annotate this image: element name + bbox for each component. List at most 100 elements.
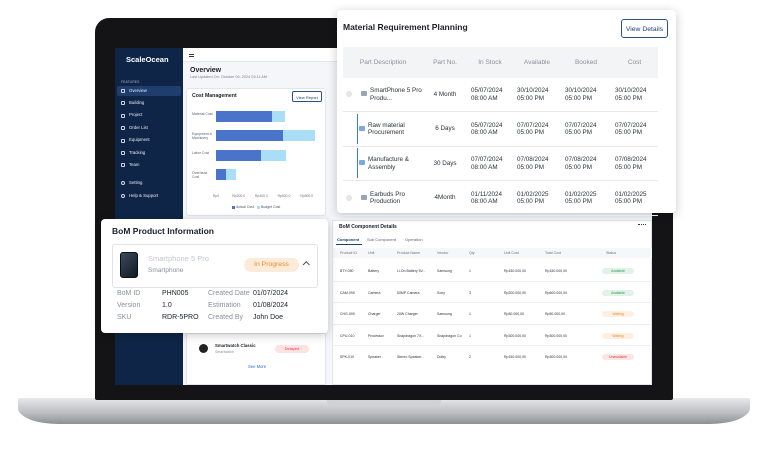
table-header: Part No. xyxy=(433,59,457,66)
x-tick-label: Rp200.0 xyxy=(232,194,246,198)
row-divider xyxy=(343,214,658,216)
more-icon[interactable] xyxy=(638,224,646,228)
table-header: Total Cost xyxy=(545,251,561,255)
table-cell: 07/07/2024 08:00 AM xyxy=(471,156,503,171)
table-cell: 07/08/2024 05:00 PM xyxy=(517,156,549,171)
table-cell: CHG-090 xyxy=(340,312,355,316)
part-description: Manufacture & Assembly xyxy=(368,156,409,171)
file-icon xyxy=(359,125,365,131)
table-cell: Rp150.000,00 xyxy=(545,269,567,273)
sidebar-item[interactable]: Tracking xyxy=(129,149,146,155)
row-divider xyxy=(333,323,652,324)
field-label: Estimation xyxy=(208,302,241,309)
sidebar-item[interactable]: Order List xyxy=(129,124,148,130)
sidebar-item[interactable]: Setting xyxy=(129,179,143,185)
bar xyxy=(216,169,237,180)
row-divider xyxy=(333,302,652,303)
row-divider xyxy=(333,345,652,346)
table-cell: Stereo Speaker... xyxy=(397,355,425,359)
table-cell: Rp300.000,00 xyxy=(504,333,526,338)
table-cell: 07/07/2024 05:00 PM xyxy=(615,121,647,137)
bar xyxy=(216,110,272,122)
sidebar-section: FEATURES xyxy=(121,80,140,84)
view-report-button[interactable]: View Report xyxy=(292,91,322,102)
legend-swatch xyxy=(232,206,235,209)
table-cell: SPK-010 xyxy=(340,355,355,359)
table-cell: Rp150.000,00 xyxy=(504,269,526,273)
tab[interactable]: Sub Component xyxy=(367,237,396,242)
tree-line xyxy=(357,148,359,178)
x-tick-label: Rp600.0 xyxy=(277,194,291,198)
table-header: Available xyxy=(523,59,551,66)
product-list-link[interactable]: See More xyxy=(248,364,267,369)
table-cell: 30/10/2024 05:00 PM xyxy=(565,87,597,102)
category-label: Material Cost xyxy=(192,112,213,116)
table-cell: 2 xyxy=(469,355,471,359)
menu-icon[interactable] xyxy=(189,54,194,57)
table-cell: Rp300.000,00 xyxy=(545,333,567,338)
table-cell: 30/10/2024 05:00 PM xyxy=(517,87,549,102)
table-cell: 1 xyxy=(469,333,471,338)
sidebar-item[interactable]: Overview xyxy=(129,87,147,93)
sidebar-icon xyxy=(121,163,125,168)
table-cell: 20W Charger xyxy=(397,312,418,316)
bar xyxy=(216,149,262,161)
mrp-title: Material Requirement Planning xyxy=(343,22,468,32)
sidebar-item[interactable]: Equipment xyxy=(129,137,150,143)
table-cell: Rp150.000,00 xyxy=(504,355,526,359)
sidebar-icon xyxy=(121,89,125,93)
status-pill: Available xyxy=(602,289,634,296)
bar xyxy=(216,169,227,180)
table-cell: BTY-050 xyxy=(340,269,354,273)
tab[interactable]: Operation xyxy=(405,237,423,242)
expand-icon[interactable] xyxy=(346,194,352,201)
component-title: BoM Component Details xyxy=(339,224,397,230)
table-cell: Dolby xyxy=(437,355,446,359)
table-cell: 07/07/2024 05:00 PM xyxy=(517,121,549,137)
table-cell: 3 xyxy=(469,290,471,295)
part-description: Raw material Procurement xyxy=(368,121,405,137)
table-cell: Charger xyxy=(368,312,381,316)
table-cell: Rp300.000,00 xyxy=(545,355,567,359)
sidebar-item[interactable]: Building xyxy=(129,99,145,105)
product-list-status: Delayed xyxy=(275,345,309,353)
table-cell: 6 Days xyxy=(435,125,455,132)
sidebar-icon xyxy=(121,113,125,118)
sidebar-icon xyxy=(121,126,125,131)
table-header: In Stock xyxy=(478,59,502,66)
tree-line xyxy=(357,113,359,144)
table-cell: 05/07/2024 08:00 AM xyxy=(471,87,503,102)
overview-subtitle: Last Updated On: October 06, 2024 03:11 … xyxy=(190,75,267,79)
expand-icon[interactable] xyxy=(346,91,352,97)
folder-icon xyxy=(361,194,367,200)
table-header: Cost xyxy=(627,59,642,66)
sidebar-item[interactable]: Project xyxy=(129,112,143,118)
row-divider xyxy=(343,145,658,147)
table-cell: CPU-010 xyxy=(340,333,355,338)
table-cell: 30 Days xyxy=(433,159,457,167)
bar xyxy=(216,130,283,141)
status-pill: In Progress xyxy=(244,258,299,272)
field-value: 1.0 xyxy=(162,302,172,309)
sidebar-item[interactable]: Team xyxy=(129,161,140,167)
field-value: RDR-5PRO xyxy=(162,314,199,321)
table-cell: Rp600.000,00 xyxy=(545,290,567,295)
field-value: John Doe xyxy=(253,314,283,321)
table-cell: 01/02/2025 05:00 PM xyxy=(615,190,647,206)
product-list-category: Smartwatch xyxy=(215,350,234,354)
table-header: Booked xyxy=(574,59,598,66)
table-cell: Camera xyxy=(368,290,381,295)
product-list-card xyxy=(186,333,326,385)
product-image xyxy=(120,252,138,278)
product-category: Smartphone xyxy=(148,267,184,274)
legend-label: Budget Cost xyxy=(261,205,281,209)
file-icon xyxy=(359,160,365,165)
view-details-button[interactable]: View Details xyxy=(621,19,668,38)
table-cell: Processor xyxy=(368,333,384,338)
table-cell: 1 xyxy=(469,312,471,316)
table-cell: 1 xyxy=(469,269,471,273)
sidebar-item[interactable]: Help & Support xyxy=(129,192,159,198)
tab[interactable]: Component xyxy=(337,237,360,242)
sidebar-icon xyxy=(121,138,125,143)
